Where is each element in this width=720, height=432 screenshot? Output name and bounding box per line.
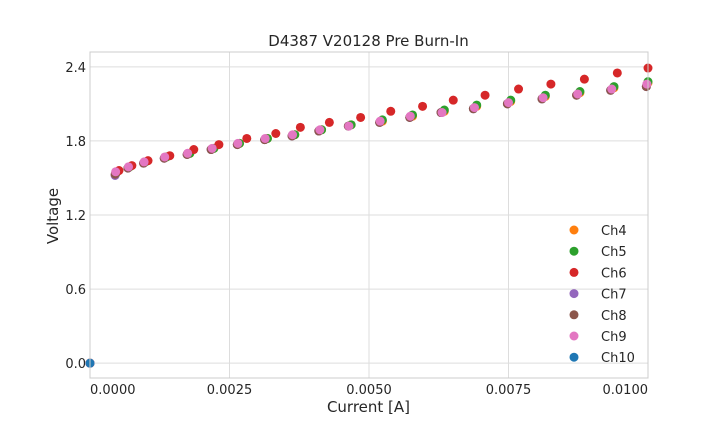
legend-item-ch6: Ch6: [569, 266, 627, 281]
data-point: [514, 84, 524, 94]
data-point: [448, 95, 458, 105]
legend: Ch4 Ch5 Ch6 Ch7 Ch8 Ch9 Ch10: [569, 224, 635, 366]
data-point: [124, 162, 134, 172]
legend-item-ch7: Ch7: [569, 288, 627, 303]
data-point: [375, 116, 385, 126]
y-tick-label: 1.8: [65, 135, 86, 150]
data-point: [469, 103, 479, 113]
legend-item-ch8: Ch8: [569, 309, 627, 324]
data-point: [207, 143, 217, 153]
series-ch9: [85, 79, 652, 368]
data-point: [546, 79, 556, 89]
data-point: [642, 79, 652, 89]
plot-frame: [89, 51, 649, 379]
data-point: [183, 148, 193, 158]
data-point: [437, 108, 447, 118]
legend-label: Ch4: [601, 224, 627, 239]
data-point: [271, 129, 281, 138]
data-point: [288, 130, 298, 140]
y-tick-label: 1.2: [65, 209, 86, 224]
legend-marker: [569, 267, 579, 277]
y-tick-labels: 0.0 0.6 1.2 1.8 2.4: [65, 61, 86, 372]
x-tick-label: 0.0000: [90, 383, 136, 398]
y-tick-label: 2.4: [65, 61, 86, 76]
data-point: [344, 121, 354, 131]
data-point: [111, 167, 121, 177]
data-point: [405, 111, 415, 121]
legend-marker: [569, 289, 579, 299]
data-point: [260, 133, 270, 143]
data-point: [356, 112, 366, 122]
legend-label: Ch9: [601, 330, 627, 345]
data-point: [242, 133, 252, 143]
x-axis-label: Current [A]: [327, 398, 410, 416]
legend-marker: [569, 225, 579, 235]
data-point: [324, 117, 334, 127]
y-axis-label: Voltage: [44, 188, 62, 244]
data-point: [573, 89, 583, 99]
data-points: [85, 63, 653, 368]
legend-marker: [569, 352, 579, 362]
data-point: [295, 122, 305, 132]
legend-item-ch9: Ch9: [569, 330, 627, 345]
legend-label: Ch5: [601, 245, 627, 260]
data-point: [386, 106, 396, 116]
data-point: [504, 98, 513, 108]
legend-label: Ch7: [601, 288, 627, 303]
data-point: [538, 93, 548, 103]
plot-area: [85, 51, 653, 379]
data-point: [214, 140, 224, 150]
data-point: [612, 68, 622, 78]
chart-title: D4387 V20128 Pre Burn-In: [268, 32, 468, 50]
legend-item-ch4: Ch4: [569, 224, 627, 239]
legend-label: Ch10: [601, 351, 635, 366]
x-tick-label: 0.0100: [603, 383, 649, 398]
x-tick-label: 0.0025: [207, 383, 253, 398]
data-point: [579, 74, 589, 84]
legend-marker: [569, 331, 579, 341]
y-tick-label: 0.6: [65, 283, 86, 298]
data-point: [160, 152, 170, 162]
legend-item-ch10: Ch10: [569, 351, 635, 366]
grid-lines: [89, 52, 649, 378]
legend-label: Ch8: [601, 309, 627, 324]
x-tick-label: 0.0050: [346, 383, 392, 398]
data-point: [418, 101, 428, 111]
data-point: [607, 84, 617, 94]
x-tick-labels: 0.0000 0.0025 0.0050 0.0075 0.0100: [90, 383, 648, 398]
legend-item-ch5: Ch5: [569, 245, 627, 260]
y-tick-label: 0.0: [65, 357, 86, 372]
legend-label: Ch6: [601, 266, 627, 281]
data-point: [233, 138, 243, 148]
legend-marker: [569, 246, 579, 256]
data-point: [480, 90, 490, 100]
data-point: [139, 157, 149, 167]
legend-marker: [569, 310, 579, 320]
data-point: [315, 125, 325, 135]
x-tick-label: 0.0075: [486, 383, 532, 398]
